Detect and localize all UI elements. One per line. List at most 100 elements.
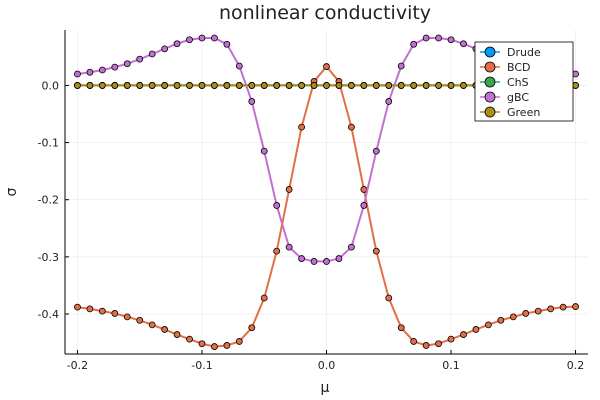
data-point-gbc [360, 202, 368, 209]
data-point-gbc [248, 98, 256, 105]
data-point-bcd [547, 305, 555, 313]
data-point-green [74, 82, 81, 89]
data-point-bcd [534, 307, 542, 315]
data-point-bcd [410, 338, 418, 345]
data-point-green [447, 82, 455, 89]
data-point-green [397, 82, 405, 89]
data-point-bcd [86, 305, 94, 313]
data-point-gbc [161, 45, 169, 53]
data-point-green [86, 82, 94, 89]
data-point-green [298, 82, 305, 89]
data-point-bcd [323, 63, 330, 70]
axes [64, 30, 588, 355]
data-point-gbc [435, 34, 442, 42]
legend-label-green: Green [507, 106, 540, 119]
data-point-gbc [447, 36, 455, 44]
data-point-bcd [497, 316, 505, 324]
data-point-gbc [422, 34, 430, 42]
data-point-gbc [460, 40, 467, 48]
data-point-green [148, 82, 156, 89]
data-point-green [223, 82, 231, 89]
data-point-bcd [248, 324, 256, 332]
data-point-green [186, 82, 193, 89]
data-point-bcd [186, 335, 193, 343]
data-point-gbc [273, 202, 281, 209]
data-point-bcd [74, 303, 81, 311]
legend-label-chs: ChS [507, 76, 529, 89]
data-point-gbc [211, 34, 218, 42]
data-point-green [360, 82, 368, 89]
data-point-green [173, 82, 181, 89]
data-point-gbc [310, 258, 318, 265]
x-tick-label: -0.2 [67, 359, 88, 372]
data-point-green [323, 82, 330, 89]
data-point-green [410, 82, 418, 89]
data-point-gbc [323, 258, 330, 265]
data-point-bcd [198, 340, 206, 348]
data-point-gbc [74, 70, 81, 78]
data-point-bcd [422, 342, 430, 349]
data-point-bcd [435, 340, 442, 348]
data-point-green [260, 82, 268, 89]
data-point-bcd [136, 316, 144, 324]
data-point-bcd [148, 321, 156, 329]
x-tick-label: 0.2 [567, 359, 585, 372]
data-point-green [310, 82, 318, 89]
data-point-green [273, 82, 281, 89]
y-tick-label: -0.4 [38, 308, 59, 321]
data-point-gbc [198, 34, 206, 42]
data-point-green [98, 82, 106, 89]
data-point-bcd [123, 313, 131, 321]
data-point-green [372, 82, 380, 89]
data-point-gbc [173, 40, 181, 48]
data-point-bcd [472, 326, 480, 333]
data-point-green [136, 82, 144, 89]
data-point-green [211, 82, 218, 89]
data-point-green [198, 82, 206, 89]
data-point-bcd [572, 303, 579, 310]
legend-marker-bcd [484, 61, 496, 73]
tick-labels: -0.2 -0.1 0.0 0.1 0.2 -0.4 -0.3 -0.2 -0.1 0.0 [38, 79, 585, 372]
chart-title: nonlinear conductivity [219, 2, 431, 24]
data-point-bcd [397, 324, 405, 332]
data-point-gbc [397, 62, 405, 70]
data-point-green [111, 82, 119, 89]
data-point-gbc [148, 50, 156, 58]
data-point-green [435, 82, 442, 89]
x-tick-label: 0.0 [318, 359, 336, 372]
data-point-gbc [98, 66, 106, 74]
data-point-gbc [348, 243, 355, 251]
data-point-gbc [223, 40, 231, 48]
data-point-gbc [298, 255, 305, 262]
y-axis-label: σ [4, 187, 20, 196]
x-tick-label: -0.1 [191, 359, 212, 372]
data-point-bcd [161, 326, 169, 333]
legend-marker-gbc [484, 91, 496, 103]
data-point-bcd [260, 294, 268, 302]
data-point-gbc [235, 62, 243, 70]
data-point-bcd [460, 331, 467, 338]
data-point-green [161, 82, 169, 89]
data-point-green [385, 82, 393, 89]
legend-marker-chs [484, 76, 496, 88]
legend-label-gbc: gBC [507, 91, 529, 104]
legend-marker-drude [484, 46, 496, 58]
data-point-gbc [385, 98, 393, 105]
data-point-bcd [98, 307, 106, 315]
legend-marker-green [484, 106, 496, 118]
data-point-bcd [111, 310, 119, 317]
data-point-bcd [559, 303, 567, 311]
data-point-gbc [260, 147, 268, 155]
data-point-bcd [372, 247, 380, 255]
data-point-green [460, 82, 467, 89]
data-point-gbc [136, 55, 144, 63]
data-point-bcd [360, 186, 368, 193]
data-point-bcd [235, 338, 243, 345]
data-point-bcd [348, 123, 355, 131]
legend-label-drude: Drude [507, 46, 541, 59]
data-point-bcd [298, 123, 305, 131]
data-point-green [123, 82, 131, 89]
x-axis-label: μ [321, 380, 330, 396]
legend: Drude BCD ChS gBC Green [474, 41, 574, 122]
